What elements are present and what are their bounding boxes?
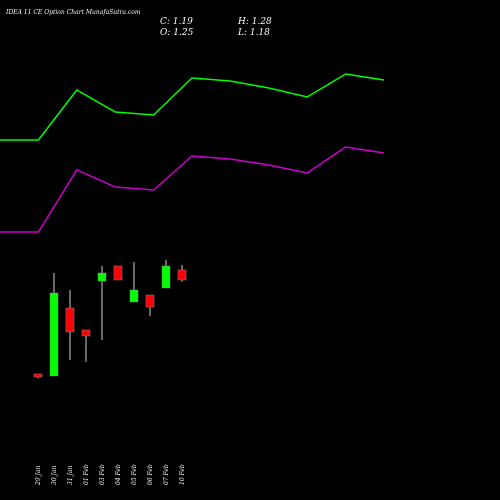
- x-tick-label: 31 Jan: [67, 465, 74, 485]
- x-tick-label: 01 Feb: [83, 464, 90, 485]
- candle-body: [129, 289, 139, 303]
- candle-body: [145, 294, 155, 308]
- x-tick-label: 05 Feb: [131, 464, 138, 485]
- x-tick-label: 03 Feb: [99, 464, 106, 485]
- candle-body: [161, 265, 171, 289]
- line-series: [0, 73, 385, 141]
- low-label: L: 1.18: [237, 28, 270, 38]
- x-tick-label: 30 Jan: [51, 465, 58, 485]
- candle-body: [113, 265, 123, 281]
- open-label: O: 1.25: [160, 28, 194, 38]
- line-series: [0, 146, 385, 233]
- x-tick-label: 07 Feb: [163, 464, 170, 485]
- candle-body: [49, 292, 59, 377]
- candle-body: [177, 269, 187, 281]
- close-label: C: 1.19: [160, 17, 193, 27]
- x-tick-label: 29 Jan: [35, 465, 42, 486]
- x-tick-label: 10 Feb: [179, 464, 186, 485]
- candle-body: [33, 373, 43, 378]
- high-label: H: 1.28: [237, 17, 272, 27]
- chart-title: IDEA 11 CE Option Chart MunafaSutra.com: [5, 9, 141, 16]
- candle-body: [65, 307, 75, 333]
- candle-body: [81, 329, 91, 337]
- x-tick-label: 04 Feb: [115, 464, 122, 485]
- candle-body: [97, 272, 107, 282]
- x-tick-label: 06 Feb: [147, 464, 154, 485]
